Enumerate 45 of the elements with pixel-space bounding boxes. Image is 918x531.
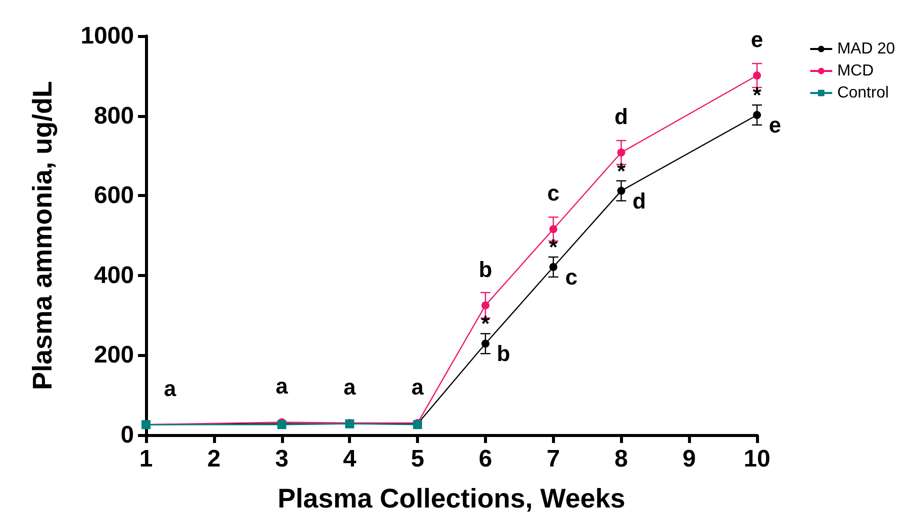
legend-label: Control [837,84,889,102]
y-tick-label: 400 [94,262,134,289]
y-tick-label: 800 [94,102,134,130]
annotation: * [616,158,626,184]
annotation: c [547,180,560,206]
annotation: a [276,374,289,399]
annotation: * [752,82,762,108]
annotation: b [478,256,492,282]
x-tick-label: 6 [478,446,492,472]
annotation: a [164,376,177,402]
point [753,111,761,119]
annotation: e [750,27,764,52]
y-axis-title: Plasma ammonia, ug/dL [28,80,58,390]
y-tick-label: 200 [94,342,134,369]
legend-label: MAD 20 [837,40,896,58]
point [481,340,490,348]
point [481,301,490,310]
x-tick-label: 7 [546,446,560,472]
annotation: * [549,234,558,260]
y-tick-label: 1000 [80,22,134,50]
point [617,148,626,157]
y-tick-label: 0 [120,422,134,448]
x-tick-label: 2 [207,446,221,472]
annotation: a [344,374,357,400]
annotation: c [565,264,578,290]
annotation: a [411,374,424,400]
x-tick-label: 5 [410,446,424,472]
y-tick-label: 600 [94,182,134,210]
x-axis-title: Plasma Collections, Weeks [278,484,626,514]
legend-label: MCD [837,62,874,80]
x-tick-label: 10 [744,446,770,472]
x-tick-label: 8 [614,446,628,472]
point [753,72,761,80]
x-tick-label: 9 [682,446,696,472]
x-tick-label: 1 [139,446,153,472]
annotation: b [496,341,510,366]
annotation: d [632,188,646,214]
point [549,263,558,272]
annotation: e [768,112,782,138]
x-tick-label: 4 [342,446,357,472]
point [549,225,558,234]
x-tick-label: 3 [275,446,288,472]
annotation: d [614,104,628,130]
annotation: * [481,311,490,336]
point [617,186,626,195]
